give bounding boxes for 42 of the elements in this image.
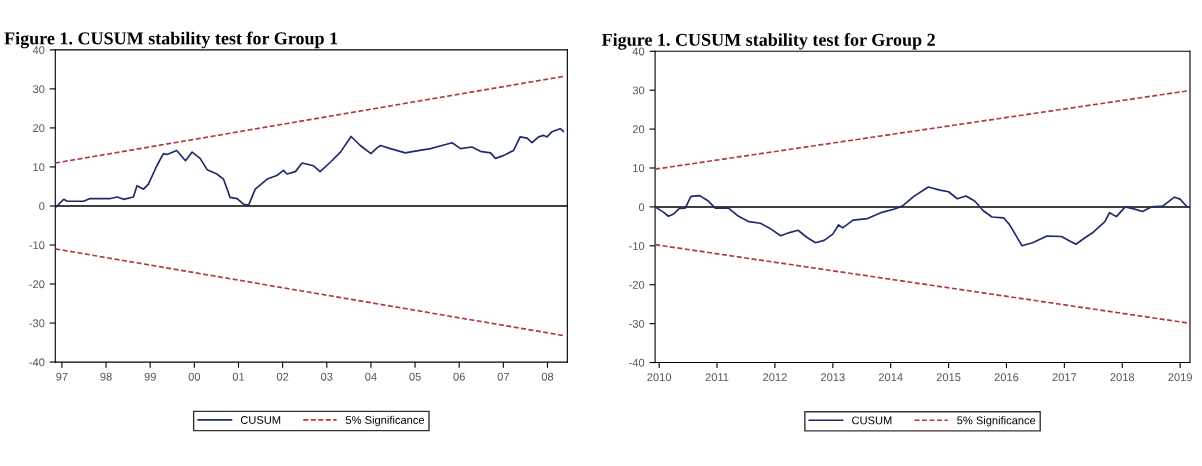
x-tick-label: 97 <box>56 372 68 381</box>
y-tick-label: 0 <box>39 202 45 211</box>
x-tick-label: 2010 <box>647 373 672 382</box>
x-tick-label: 2012 <box>763 373 787 382</box>
x-tick-label: 06 <box>453 372 465 381</box>
x-tick-label: 2019 <box>1168 373 1192 382</box>
x-tick-label: 2011 <box>705 373 729 382</box>
x-tick-label: 2013 <box>821 373 845 382</box>
y-tick-label: -30 <box>629 319 645 328</box>
x-tick-label: 2017 <box>1052 373 1077 382</box>
y-tick-label: -30 <box>29 319 45 328</box>
y-tick-label: 10 <box>33 163 45 172</box>
y-tick-label: -40 <box>29 358 45 367</box>
x-tick-label: 2015 <box>936 373 961 382</box>
y-tick-label: 0 <box>638 203 645 212</box>
x-tick-label: 02 <box>276 372 289 381</box>
y-tick-label: 30 <box>32 85 45 94</box>
y-tick-label: -20 <box>29 280 45 289</box>
x-tick-label: 04 <box>365 372 377 381</box>
x-tick-label: 01 <box>232 372 245 381</box>
x-tick-label: 07 <box>497 372 509 381</box>
y-tick-label: -10 <box>629 242 645 250</box>
legend-label: 5% Significance <box>957 416 1036 427</box>
y-tick-label: 10 <box>633 164 645 173</box>
legend-label: CUSUM <box>852 416 892 425</box>
x-tick-label: 2016 <box>994 373 1019 382</box>
y-tick-label: -40 <box>629 358 645 367</box>
y-tick-label: 20 <box>632 125 645 134</box>
y-tick-label: 20 <box>33 124 45 133</box>
y-tick-label: -10 <box>29 241 45 250</box>
x-tick-label: 00 <box>188 372 201 381</box>
legend-label: CUSUM <box>240 416 281 424</box>
x-tick-label: 98 <box>100 372 112 381</box>
y-tick-label: 30 <box>632 86 645 95</box>
x-tick-label: 05 <box>409 372 421 381</box>
x-tick-label: 2018 <box>1110 373 1135 382</box>
y-tick-label: -20 <box>629 280 645 289</box>
x-tick-label: 08 <box>541 372 554 381</box>
x-tick-label: 2014 <box>878 373 903 382</box>
x-tick-label: 03 <box>321 372 333 381</box>
x-tick-label: 99 <box>144 372 156 381</box>
legend-label: 5% Significance <box>345 415 425 427</box>
